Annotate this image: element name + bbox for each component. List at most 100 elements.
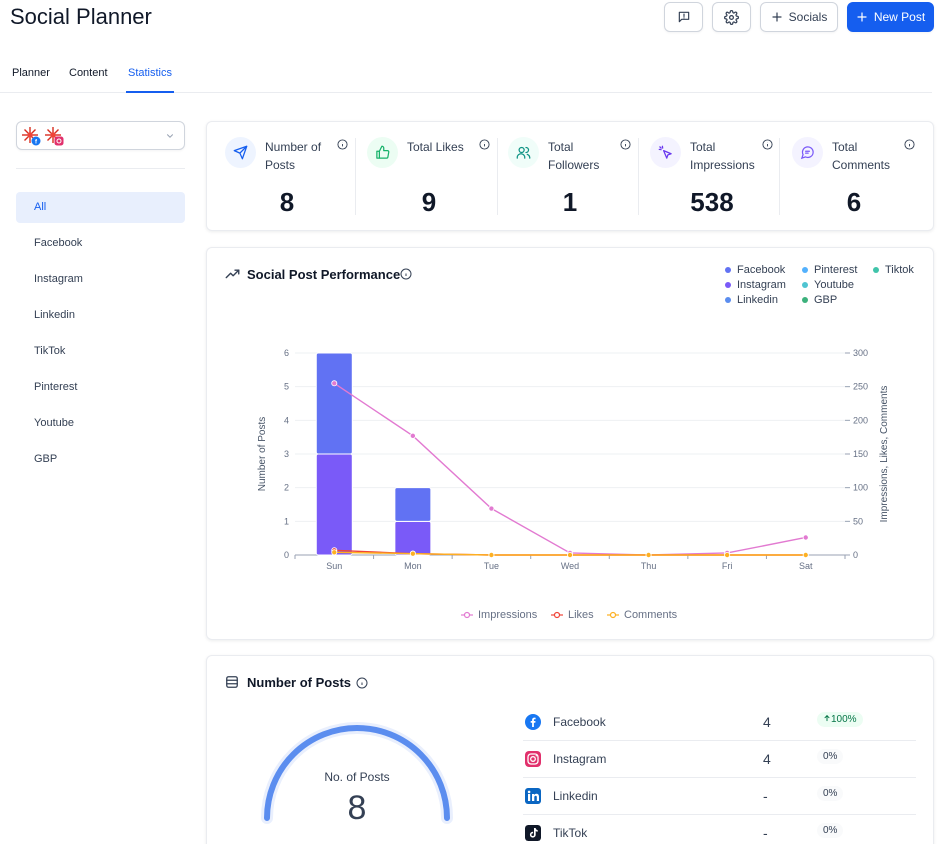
stat-divider — [638, 138, 639, 215]
legend-item-comments[interactable]: Comments — [607, 609, 677, 621]
new-post-button[interactable]: New Post — [847, 2, 934, 32]
arrow-up-icon — [824, 714, 830, 722]
point-comments — [802, 551, 809, 558]
chevron-down-icon — [166, 134, 174, 138]
tab-statistics[interactable]: Statistics — [126, 67, 174, 93]
sidebar-item-youtube[interactable]: Youtube — [34, 417, 74, 429]
y-tick-label: 6 — [284, 348, 289, 358]
legend-item-pinterest[interactable]: Pinterest — [802, 264, 857, 276]
stat-total-impressions: Total Impressions 538 — [632, 122, 773, 232]
info-icon[interactable] — [762, 139, 773, 150]
network-name: Linkedin — [553, 789, 598, 803]
feedback-button[interactable] — [664, 2, 703, 32]
y2-tick-label: 200 — [853, 415, 868, 425]
legend-item-facebook[interactable]: Facebook — [725, 264, 785, 276]
network-count: 4 — [763, 751, 771, 767]
tiktok-icon — [525, 825, 541, 841]
x-tick-label: Tue — [484, 561, 499, 571]
x-tick-label: Sat — [799, 561, 813, 571]
sidebar-item-instagram[interactable]: Instagram — [34, 273, 83, 285]
point-comments — [645, 551, 652, 558]
info-icon[interactable] — [620, 139, 631, 150]
posts-gauge-arc — [264, 725, 450, 821]
legend-item-youtube[interactable]: Youtube — [802, 279, 854, 291]
social-post-performance-card: Social Post Performance Facebook Instagr… — [206, 247, 934, 640]
point-comments — [488, 551, 495, 558]
x-tick-label: Mon — [404, 561, 422, 571]
legend-item-impressions[interactable]: Impressions — [461, 609, 537, 621]
y-tick-label: 2 — [284, 483, 289, 493]
legend-item-instagram[interactable]: Instagram — [725, 279, 786, 291]
sidebar-item-tiktok[interactable]: TikTok — [34, 345, 66, 357]
y2-tick-label: 150 — [853, 449, 868, 459]
network-row-linkedin: Linkedin - 0% — [523, 778, 916, 815]
stat-label: Total Followers — [548, 140, 600, 172]
network-count: - — [763, 825, 768, 841]
new-post-button-label: New Post — [873, 10, 926, 24]
bar-facebook — [394, 487, 432, 522]
y2-tick-label: 300 — [853, 348, 868, 358]
point-comments — [331, 549, 338, 556]
stat-label: Total Impressions — [690, 140, 755, 172]
network-percent-badge: 0% — [817, 823, 844, 838]
legend-item-linkedin[interactable]: Linkedin — [725, 294, 778, 306]
sidebar-divider — [16, 168, 185, 169]
stat-label: Total Comments — [832, 140, 891, 172]
users-icon — [508, 137, 539, 168]
point-impressions — [802, 534, 809, 541]
y-tick-label: 3 — [284, 449, 289, 459]
network-row-instagram: Instagram 4 0% — [523, 741, 916, 778]
info-icon[interactable] — [356, 677, 368, 689]
legend-item-gbp[interactable]: GBP — [802, 294, 837, 306]
legend-item-tiktok[interactable]: Tiktok — [873, 264, 914, 276]
info-icon[interactable] — [479, 139, 490, 150]
tab-content[interactable]: Content — [69, 67, 108, 79]
sidebar-item-linkedin[interactable]: Linkedin — [34, 309, 75, 321]
tab-bar: Planner Content Statistics — [0, 62, 932, 93]
send-icon — [225, 137, 256, 168]
info-icon[interactable] — [337, 139, 348, 150]
gauge-label: No. of Posts — [324, 770, 390, 784]
sidebar-item-facebook[interactable]: Facebook — [34, 237, 83, 249]
sidebar-item-gbp[interactable]: GBP — [34, 453, 58, 465]
stat-value: 9 — [421, 187, 437, 217]
x-tick-label: Wed — [561, 561, 579, 571]
info-icon[interactable] — [904, 139, 915, 150]
info-icon[interactable] — [400, 268, 412, 280]
point-comments — [566, 551, 573, 558]
page-title: Social Planner — [10, 4, 152, 29]
settings-button[interactable] — [712, 2, 751, 32]
stat-label: Total Likes — [407, 140, 464, 154]
legend-item-likes[interactable]: Likes — [551, 609, 594, 621]
network-name: Instagram — [553, 752, 607, 766]
bar-instagram — [394, 520, 432, 556]
network-name: TikTok — [553, 826, 588, 840]
network-row-facebook: Facebook 4 100% — [523, 704, 916, 741]
stat-value: 6 — [846, 187, 862, 217]
stat-value: 538 — [690, 187, 734, 217]
performance-title: Social Post Performance — [247, 267, 401, 282]
network-name: Facebook — [553, 715, 606, 729]
account-avatar-facebook-icon: f — [22, 127, 41, 146]
tab-planner[interactable]: Planner — [12, 67, 50, 79]
y-tick-label: 4 — [284, 415, 289, 425]
y2-tick-label: 250 — [853, 382, 868, 392]
network-filter-list: All Facebook Instagram Linkedin TikTok P… — [16, 192, 185, 480]
list-icon — [226, 676, 238, 688]
point-impressions — [409, 432, 416, 439]
sidebar-item-all[interactable]: All — [16, 192, 185, 223]
posts-card-title: Number of Posts — [247, 675, 352, 690]
stat-divider — [779, 138, 780, 215]
add-socials-button[interactable]: Socials — [760, 2, 838, 32]
y-axis-label: Number of Posts — [257, 417, 268, 491]
account-select[interactable]: f — [16, 121, 185, 150]
network-percent-badge: 0% — [817, 786, 844, 801]
stat-total-comments: Total Comments 6 — [774, 122, 915, 232]
bar-facebook — [315, 352, 353, 455]
bar-instagram — [315, 453, 353, 556]
point-comments — [409, 550, 416, 557]
point-impressions — [331, 380, 338, 387]
network-count: - — [763, 788, 768, 804]
sidebar-item-pinterest[interactable]: Pinterest — [34, 381, 78, 393]
account-avatar-instagram-icon — [45, 127, 64, 146]
